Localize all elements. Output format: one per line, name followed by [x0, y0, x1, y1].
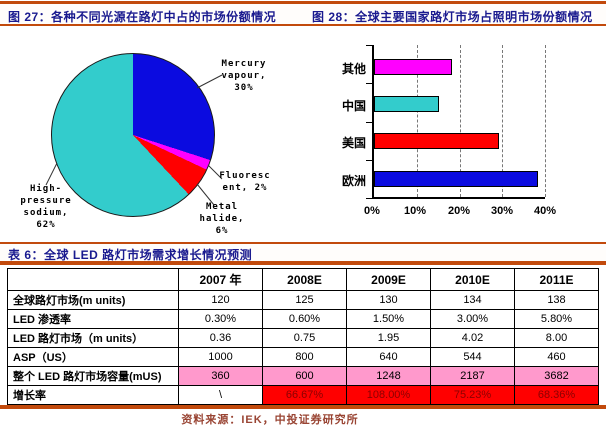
- y-axis-tick: [366, 122, 372, 123]
- cell: 800: [262, 347, 347, 367]
- y-axis-tick: [366, 83, 372, 84]
- cell-highlight-pink: 360: [178, 366, 263, 386]
- table-header-row: 2007 年 2008E 2009E 2010E 2011E: [7, 268, 599, 291]
- cell: 1.95: [346, 328, 431, 348]
- data-source-note: 资料来源：IEK，中投证券研究所: [181, 414, 359, 426]
- cell: 544: [430, 347, 515, 367]
- gridline-40pct: [545, 45, 546, 197]
- x-tick-0: 0%: [364, 205, 380, 217]
- bar-category-europe: 欧洲: [341, 174, 366, 188]
- header-empty: [7, 268, 179, 291]
- figure-title-bar: 图 27：各种不同光源在路灯中占的市场份额情况 图 28：全球主要国家路灯市场占…: [0, 1, 606, 26]
- row-label: ASP（US）: [7, 347, 179, 367]
- table-row: LED 渗透率 0.30% 0.60% 1.50% 3.00% 5.80%: [7, 309, 599, 329]
- header-2011e: 2011E: [514, 268, 599, 291]
- x-tick-30: 30%: [490, 205, 514, 217]
- bar-usa: [374, 133, 500, 149]
- cell: 8.00: [514, 328, 599, 348]
- cell-highlight-pink: 3682: [514, 366, 599, 386]
- cell-highlight-red: 75.23%: [430, 385, 515, 405]
- table-row-market-size: 整个 LED 路灯市场容量(mUS) 360 600 1248 2187 368…: [7, 366, 599, 386]
- bottom-accent-rule: [0, 405, 606, 409]
- table-row: ASP（US） 1000 800 640 544 460: [7, 347, 599, 367]
- cell: 4.02: [430, 328, 515, 348]
- gridline-20pct: [459, 45, 461, 197]
- cell: \: [178, 385, 263, 405]
- row-label: LED 渗透率: [7, 309, 179, 329]
- y-axis-tick: [366, 198, 372, 199]
- cell: 1.50%: [346, 309, 431, 329]
- table-title-bar: 表 6：全球 LED 路灯市场需求增长情况预测: [0, 242, 606, 265]
- cell: 5.80%: [514, 309, 599, 329]
- row-label: 整个 LED 路灯市场容量(mUS): [7, 366, 179, 386]
- table-row: LED 路灯市场（m units） 0.36 0.75 1.95 4.02 8.…: [7, 328, 599, 348]
- cell: 130: [346, 290, 431, 310]
- cell-highlight-red: 66.67%: [262, 385, 347, 405]
- bar-europe: [374, 171, 539, 187]
- table6-title: 表 6：全球 LED 路灯市场需求增长情况预测: [8, 248, 253, 262]
- pie-circle: [51, 53, 215, 217]
- pie-chart-figure27: Mercury vapour, 30% Fluoresc ent, 2% Met…: [0, 27, 300, 242]
- cell-highlight-red: 108.00%: [346, 385, 431, 405]
- table-row: 全球路灯市场(m units) 120 125 130 134 138: [7, 290, 599, 310]
- pie-label-fluorescent: Fluoresc ent, 2%: [219, 171, 271, 193]
- cell: 3.00%: [430, 309, 515, 329]
- pie-label-high-pressure-sodium: High- pressure sodium, 62%: [20, 184, 72, 230]
- bar-category-others: 其他: [341, 62, 366, 76]
- header-2007: 2007 年: [178, 268, 263, 291]
- cell: 125: [262, 290, 347, 310]
- cell-highlight-pink: 1248: [346, 366, 431, 386]
- cell: 0.30%: [178, 309, 263, 329]
- row-label: 全球路灯市场(m units): [7, 290, 179, 310]
- bar-category-china: 中国: [341, 99, 366, 113]
- cell: 120: [178, 290, 263, 310]
- cell-highlight-red: 68.36%: [514, 385, 599, 405]
- gridline-10pct: [416, 45, 418, 197]
- cell: 138: [514, 290, 599, 310]
- cell: 1000: [178, 347, 263, 367]
- row-label: 增长率: [7, 385, 179, 405]
- cell: 640: [346, 347, 431, 367]
- x-tick-40: 40%: [533, 205, 557, 217]
- led-market-forecast-table: 2007 年 2008E 2009E 2010E 2011E 全球路灯市场(m …: [7, 268, 599, 405]
- cell-highlight-pink: 2187: [430, 366, 515, 386]
- cell: 134: [430, 290, 515, 310]
- bar-chart-figure28: 其他 中国 美国 欧洲 0% 10% 20% 30% 40%: [300, 27, 606, 242]
- y-axis-tick: [366, 45, 372, 46]
- cell: 0.75: [262, 328, 347, 348]
- header-2010e: 2010E: [430, 268, 515, 291]
- cell-highlight-pink: 600: [262, 366, 347, 386]
- x-tick-20: 20%: [447, 205, 471, 217]
- pie-label-metal-halide: Metal halide, 6%: [199, 202, 245, 236]
- figure27-title: 图 27：各种不同光源在路灯中占的市场份额情况: [8, 10, 277, 24]
- cell: 0.60%: [262, 309, 347, 329]
- header-2008e: 2008E: [262, 268, 347, 291]
- pie-leader-lines: [45, 74, 223, 206]
- x-tick-10: 10%: [403, 205, 427, 217]
- figure28-title: 图 28：全球主要国家路灯市场占照明市场份额情况: [312, 10, 593, 24]
- gridline-30pct: [502, 45, 504, 197]
- cell: 460: [514, 347, 599, 367]
- bar-category-usa: 美国: [341, 136, 366, 150]
- header-2009e: 2009E: [346, 268, 431, 291]
- cell: 0.36: [178, 328, 263, 348]
- table-row-growth-rate: 增长率 \ 66.67% 108.00% 75.23% 68.36%: [7, 385, 599, 405]
- bar-others: [374, 59, 452, 75]
- bar-plot-area: [372, 45, 546, 199]
- row-label: LED 路灯市场（m units）: [7, 328, 179, 348]
- y-axis-tick: [366, 160, 372, 161]
- pie-label-mercury-vapour: Mercury vapour, 30%: [221, 59, 267, 93]
- bar-china: [374, 96, 439, 112]
